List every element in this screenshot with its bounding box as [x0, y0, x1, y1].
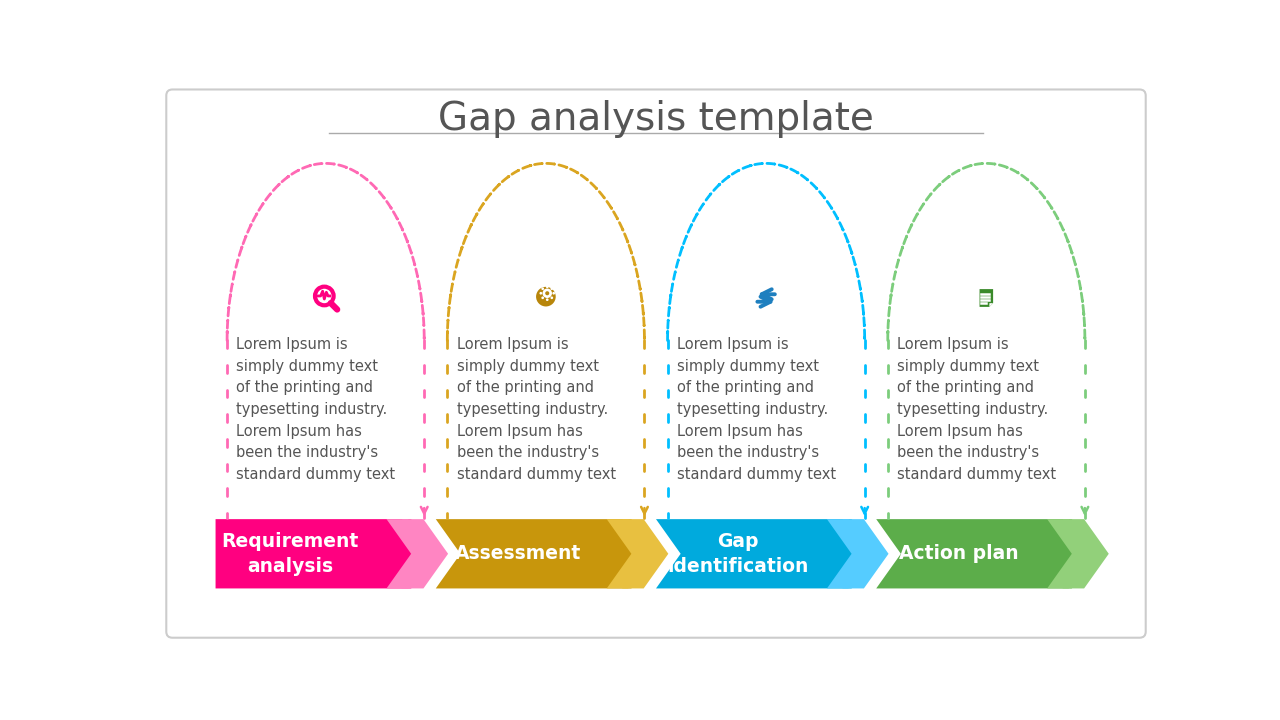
Circle shape: [545, 298, 549, 301]
Polygon shape: [215, 519, 435, 588]
Polygon shape: [607, 519, 653, 588]
Text: Assessment: Assessment: [454, 544, 581, 563]
Text: Action plan: Action plan: [899, 544, 1018, 563]
Text: Lorem Ipsum is
simply dummy text
of the printing and
typesetting industry.
Lorem: Lorem Ipsum is simply dummy text of the …: [897, 337, 1056, 482]
Circle shape: [545, 291, 549, 295]
Polygon shape: [989, 303, 993, 307]
Polygon shape: [1047, 519, 1093, 588]
Circle shape: [543, 289, 552, 298]
Circle shape: [541, 287, 544, 290]
FancyBboxPatch shape: [166, 89, 1146, 638]
Circle shape: [553, 292, 556, 294]
Polygon shape: [657, 519, 877, 588]
Polygon shape: [877, 519, 1097, 588]
Polygon shape: [435, 519, 657, 588]
Polygon shape: [622, 519, 668, 588]
Circle shape: [550, 287, 553, 290]
Text: Lorem Ipsum is
simply dummy text
of the printing and
typesetting industry.
Lorem: Lorem Ipsum is simply dummy text of the …: [237, 337, 396, 482]
Circle shape: [536, 287, 556, 307]
Polygon shape: [387, 519, 433, 588]
Polygon shape: [1062, 519, 1108, 588]
PathPatch shape: [979, 289, 993, 307]
Text: Lorem Ipsum is
simply dummy text
of the printing and
typesetting industry.
Lorem: Lorem Ipsum is simply dummy text of the …: [457, 337, 616, 482]
Circle shape: [545, 285, 549, 288]
Circle shape: [539, 292, 543, 294]
Text: Gap
identification: Gap identification: [667, 532, 809, 576]
Polygon shape: [842, 519, 888, 588]
Circle shape: [550, 297, 553, 299]
Text: Requirement
analysis: Requirement analysis: [221, 532, 358, 576]
Circle shape: [541, 297, 544, 299]
Text: Gap analysis template: Gap analysis template: [438, 100, 874, 138]
Polygon shape: [402, 519, 448, 588]
Polygon shape: [827, 519, 873, 588]
Text: Lorem Ipsum is
simply dummy text
of the printing and
typesetting industry.
Lorem: Lorem Ipsum is simply dummy text of the …: [677, 337, 836, 482]
